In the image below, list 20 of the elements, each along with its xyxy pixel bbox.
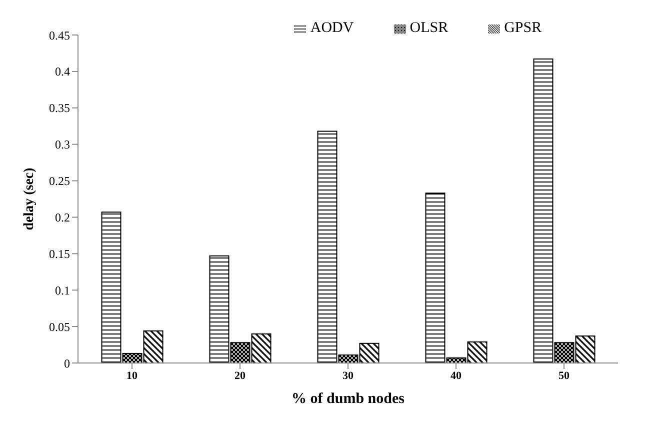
x-tick-label: 40 (450, 370, 462, 382)
y-tick-label: 0.2 (55, 210, 70, 224)
y-tick-label: 0.35 (49, 101, 70, 116)
x-tick-label: 30 (342, 370, 354, 382)
x-axis-title: % of dumb nodes (292, 391, 405, 407)
y-tick-label: 0.15 (49, 246, 70, 261)
y-axis-title: delay (sec) (22, 167, 37, 230)
y-tick-label: 0.4 (55, 64, 70, 79)
x-tick-label: 50 (558, 370, 570, 382)
y-tick-label: 0.3 (55, 138, 70, 152)
legend-label: AODV (310, 20, 354, 36)
y-tick-label: 0.25 (49, 174, 70, 188)
legend-label: OLSR (410, 20, 448, 36)
y-tick-label: 0.05 (49, 320, 70, 334)
y-tick-label: 0 (64, 356, 70, 370)
x-tick-label: 10 (126, 370, 138, 382)
y-tick-label: 0.45 (49, 28, 70, 42)
legend-label: GPSR (504, 20, 542, 36)
y-tick-label: 0.1 (55, 283, 70, 298)
x-tick-label: 20 (234, 370, 246, 382)
